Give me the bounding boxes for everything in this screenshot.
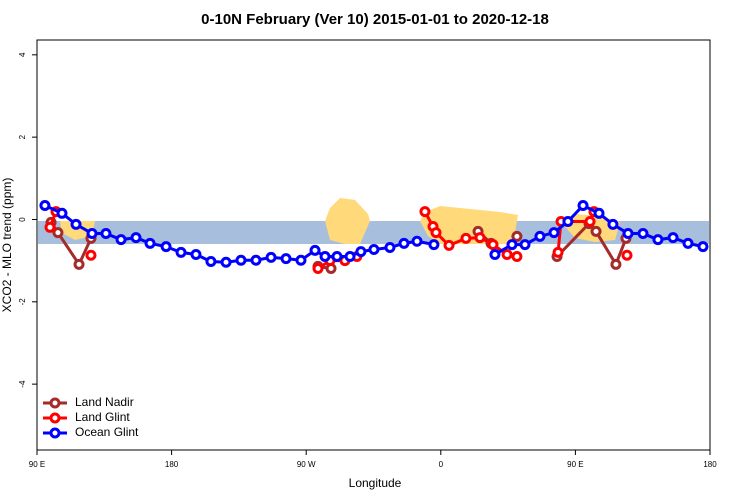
data-point [190, 248, 202, 260]
data-point [460, 232, 472, 244]
legend-marker [49, 412, 61, 424]
data-point [697, 241, 709, 253]
data-point [487, 239, 499, 251]
x-axis-label: Longitude [349, 476, 402, 490]
data-point [73, 258, 85, 270]
y-tick-label: 0 [18, 217, 27, 222]
data-point [319, 251, 331, 263]
x-tick-label: 0 [439, 460, 444, 469]
data-point [175, 246, 187, 258]
legend-label: Ocean Glint [75, 425, 139, 439]
data-point [265, 251, 277, 263]
data-point [511, 251, 523, 263]
data-point [280, 253, 292, 265]
data-point [205, 255, 217, 267]
data-point [474, 232, 486, 244]
chart-title: 0-10N February (Ver 10) 2015-01-01 to 20… [201, 11, 549, 28]
data-point [419, 206, 431, 218]
data-point [590, 225, 602, 237]
data-point [428, 239, 440, 251]
y-tick-label: -2 [18, 298, 27, 306]
data-point [593, 207, 605, 219]
data-point [85, 249, 97, 261]
data-point [607, 218, 619, 230]
data-point [56, 207, 68, 219]
data-point [52, 227, 64, 239]
data-point [411, 235, 423, 247]
data-point [384, 241, 396, 253]
x-tick-label: 90 E [29, 460, 45, 469]
data-point [511, 230, 523, 242]
data-point [309, 244, 321, 256]
data-point [610, 258, 622, 270]
data-point [584, 216, 596, 228]
legend-label: Land Nadir [75, 395, 134, 409]
data-point [235, 254, 247, 266]
data-point [220, 256, 232, 268]
data-point [144, 237, 156, 249]
data-point [130, 232, 142, 244]
data-point [667, 232, 679, 244]
data-point [652, 234, 664, 246]
legend-marker [49, 397, 61, 409]
data-point [86, 227, 98, 239]
data-point [295, 254, 307, 266]
x-tick-label: 90 W [297, 460, 316, 469]
data-point [622, 227, 634, 239]
data-point [489, 248, 501, 260]
data-point [44, 221, 56, 233]
data-point [100, 227, 112, 239]
data-point [39, 199, 51, 211]
data-point [501, 248, 513, 260]
data-point [506, 239, 518, 251]
data-point [115, 234, 127, 246]
data-point [621, 249, 633, 261]
y-tick-label: 2 [18, 134, 27, 139]
data-point [70, 218, 82, 230]
data-point [430, 227, 442, 239]
y-tick-label: 4 [18, 52, 27, 57]
land-patch [420, 206, 518, 244]
land-patch [60, 221, 95, 240]
legend-marker [49, 427, 61, 439]
data-point [548, 227, 560, 239]
data-point [562, 216, 574, 228]
data-point [312, 262, 324, 274]
y-tick-label: -4 [18, 380, 27, 388]
data-point [250, 254, 262, 266]
series-line [44, 204, 435, 264]
data-point [577, 199, 589, 211]
map-band [38, 198, 709, 244]
data-point [637, 227, 649, 239]
data-point [552, 246, 564, 258]
x-tick-label: 90 E [567, 460, 583, 469]
land-patch [325, 198, 370, 244]
data-point [160, 241, 172, 253]
y-axis-label: XCO2 - MLO trend (ppm) [0, 178, 14, 313]
data-point [682, 237, 694, 249]
plot-frame [36, 39, 711, 451]
x-tick-label: 180 [165, 460, 179, 469]
data-point [368, 244, 380, 256]
x-tick-label: 180 [703, 460, 717, 469]
legend-label: Land Glint [75, 410, 130, 424]
data-point [344, 251, 356, 263]
data-point [398, 237, 410, 249]
data-point [443, 239, 455, 251]
data-point [355, 246, 367, 258]
data-point [519, 239, 531, 251]
data-point [534, 230, 546, 242]
data-point [331, 251, 343, 263]
